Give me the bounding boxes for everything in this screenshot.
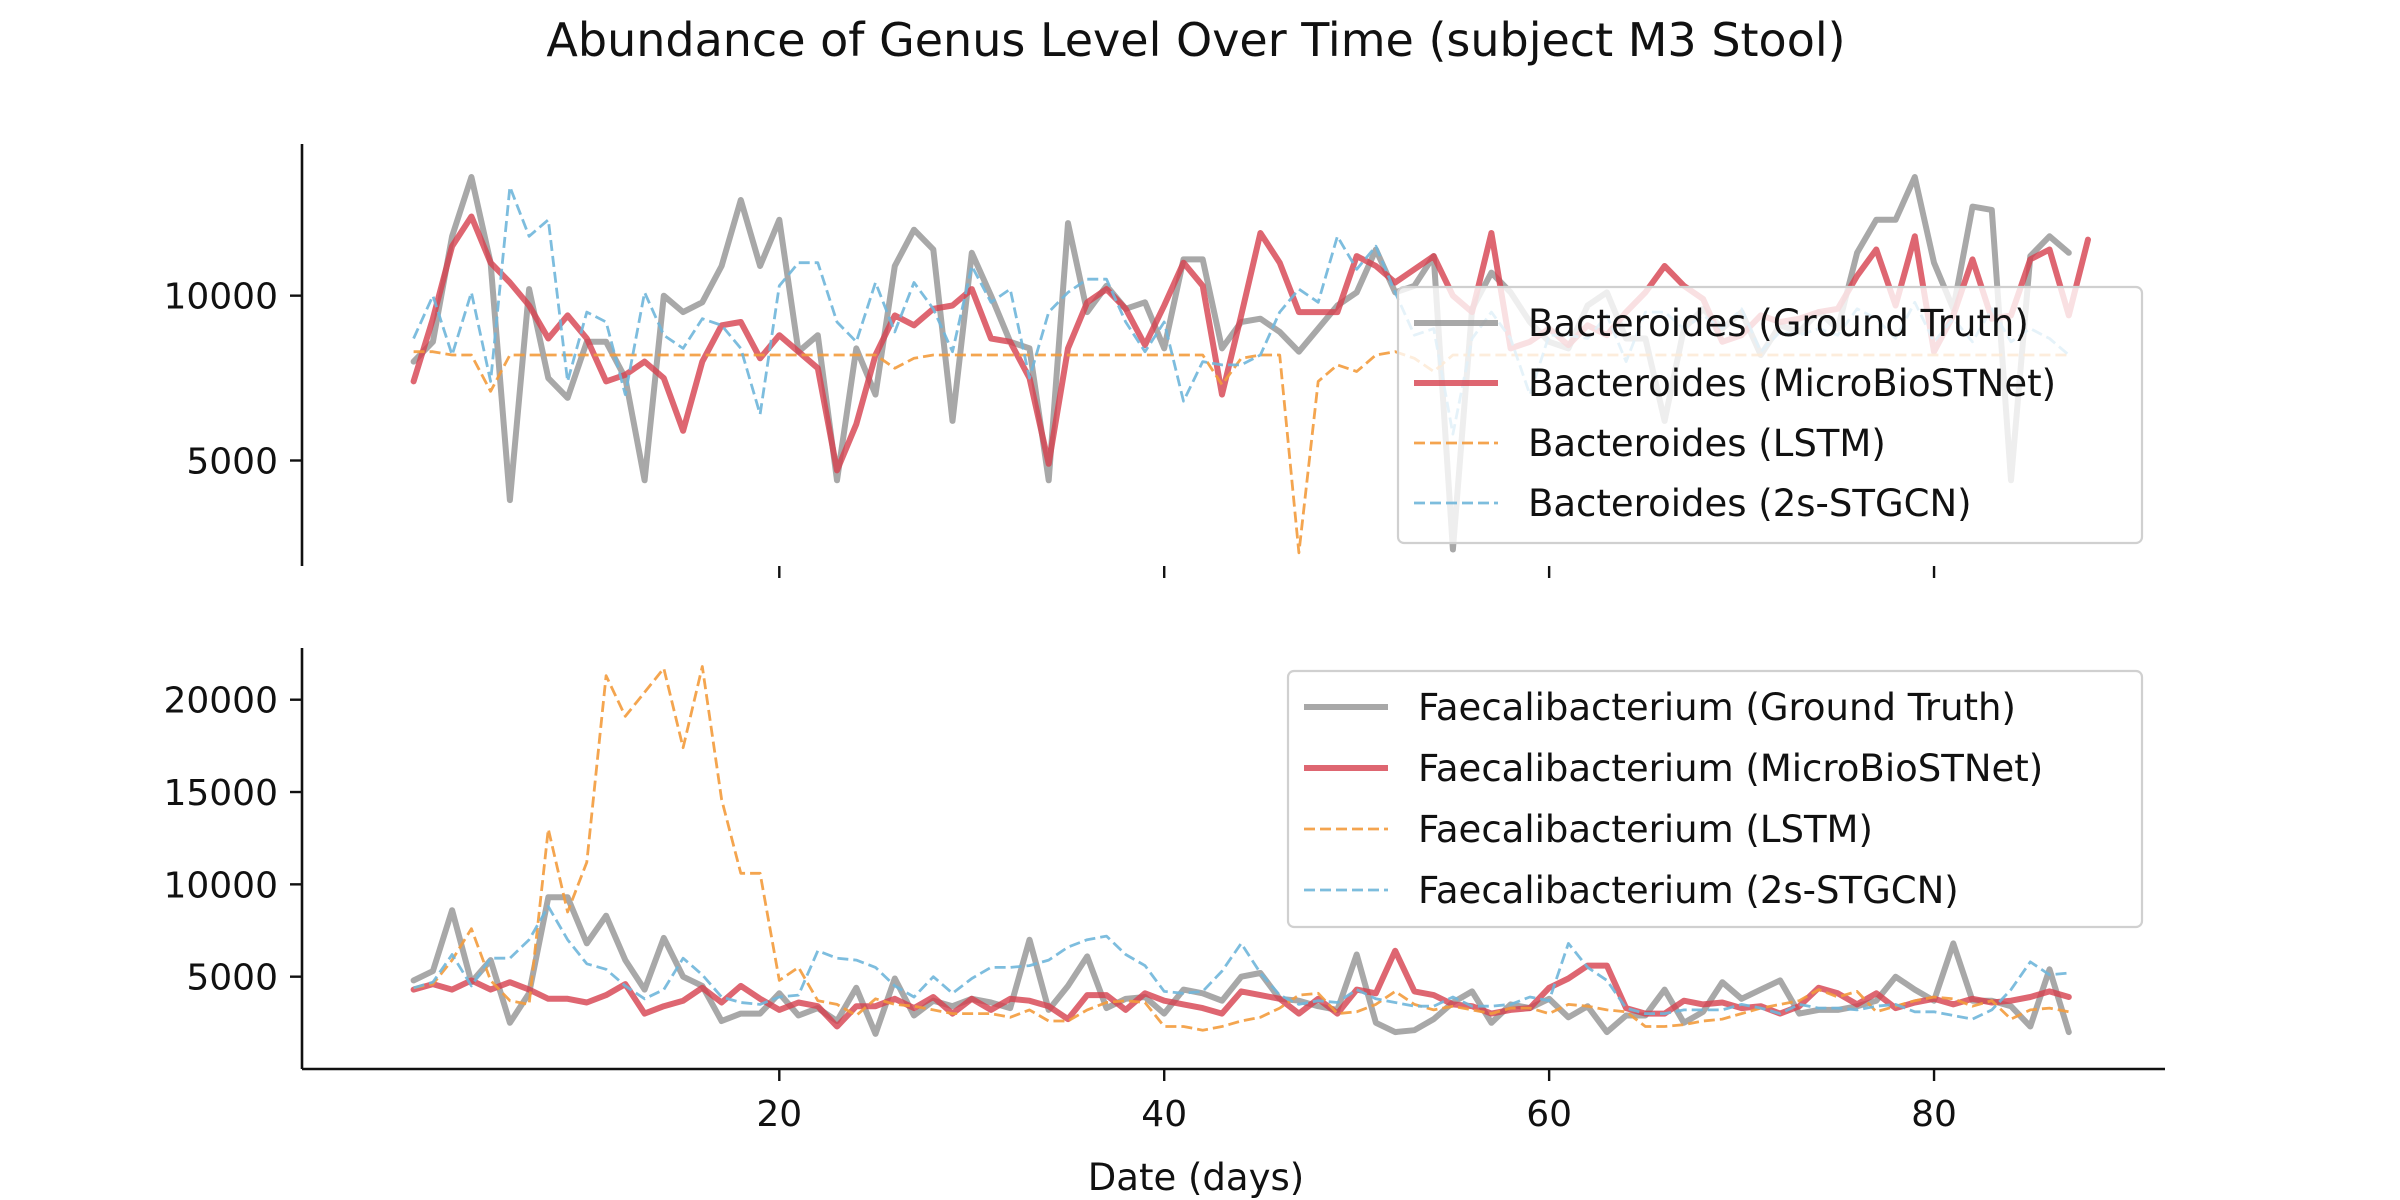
faecalibacterium-gt-line — [410, 894, 2072, 1037]
faecalibacterium-y-tick-label: 5000 — [186, 958, 278, 999]
bacteroides-legend-label: Bacteroides (2s-STGCN) — [1528, 482, 1972, 525]
faecalibacterium-legend-label: Faecalibacterium (2s-STGCN) — [1418, 869, 1959, 912]
bacteroides-y-tick-label: 10000 — [163, 277, 278, 318]
faecalibacterium-legend-box — [1286, 669, 2144, 929]
x-tick-label: 80 — [1911, 1094, 1957, 1135]
faecalibacterium-stgcn-line — [413, 905, 2069, 1021]
faecalibacterium-y-tick-label: 10000 — [163, 865, 278, 906]
x-tick-label: 40 — [1141, 1094, 1187, 1135]
panel-faecalibacterium: 5000 10000 15000 20000 20 40 60 80 Faecalibacter… — [163, 648, 2165, 1135]
bacteroides-legend-label: Bacteroides (MicroBioSTNet) — [1528, 362, 2056, 405]
faecalibacterium-legend: Faecalibacterium (Ground Truth) Faecaliba… — [1286, 669, 2144, 929]
faecalibacterium-legend-label: Faecalibacterium (MicroBioSTNet) — [1418, 747, 2043, 790]
bacteroides-legend-label: Bacteroides (Ground Truth) — [1528, 302, 2029, 345]
faecalibacterium-legend-label: Faecalibacterium (Ground Truth) — [1418, 686, 2016, 729]
chart-title: Abundance of Genus Level Over Time (subj… — [546, 13, 1845, 67]
bacteroides-legend: Bacteroides (Ground Truth) Bacteroides (M… — [1396, 285, 2144, 545]
faecalibacterium-legend-label: Faecalibacterium (LSTM) — [1418, 808, 1873, 851]
x-axis-title: Date (days) — [1088, 1156, 1304, 1199]
faecalibacterium-mb-line — [410, 947, 2072, 1030]
bacteroides-legend-box — [1396, 285, 2144, 545]
x-tick-label: 20 — [756, 1094, 802, 1135]
x-tick-label: 60 — [1526, 1094, 1572, 1135]
bacteroides-legend-label: Bacteroides (LSTM) — [1528, 422, 1886, 465]
faecalibacterium-y-tick-label: 20000 — [163, 681, 278, 722]
faecalibacterium-y-tick-label: 15000 — [163, 773, 278, 814]
bacteroides-y-tick-label: 5000 — [186, 442, 278, 483]
